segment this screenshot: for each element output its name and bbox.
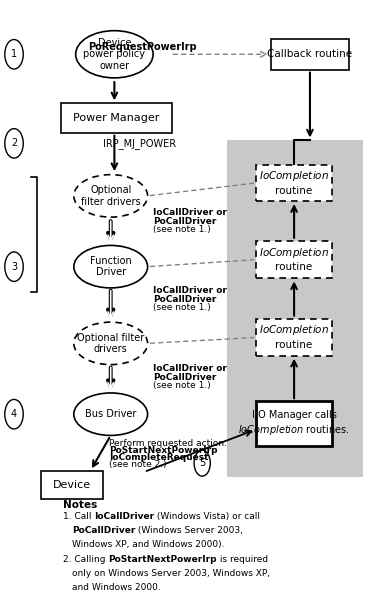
Text: (Windows Vista) or call: (Windows Vista) or call (154, 512, 260, 521)
FancyBboxPatch shape (61, 103, 172, 133)
Text: Windows XP, and Windows 2000).: Windows XP, and Windows 2000). (72, 540, 224, 549)
Text: routine: routine (276, 263, 313, 272)
Text: IoCallDriver or: IoCallDriver or (153, 208, 227, 217)
Text: (see note 2.): (see note 2.) (109, 460, 166, 470)
Text: Optional filter
drivers: Optional filter drivers (77, 333, 144, 354)
Text: 2: 2 (11, 139, 17, 148)
FancyBboxPatch shape (41, 471, 103, 499)
Text: only on Windows Server 2003, Windows XP,: only on Windows Server 2003, Windows XP, (72, 569, 270, 578)
FancyBboxPatch shape (256, 241, 332, 278)
FancyBboxPatch shape (256, 402, 332, 446)
Text: PoStartNextPowerIrp: PoStartNextPowerIrp (109, 446, 217, 455)
Text: IoCallDriver: IoCallDriver (94, 512, 154, 521)
Text: routine: routine (276, 186, 313, 195)
Text: Perform requested action.: Perform requested action. (109, 439, 227, 448)
Text: Device: Device (53, 480, 91, 490)
Text: is required: is required (217, 555, 268, 563)
Text: routine: routine (276, 340, 313, 350)
Ellipse shape (74, 175, 148, 217)
Ellipse shape (74, 393, 148, 435)
FancyBboxPatch shape (271, 39, 349, 70)
Text: 5: 5 (199, 458, 205, 468)
Ellipse shape (74, 245, 148, 288)
Text: (Windows Server 2003,: (Windows Server 2003, (135, 526, 243, 535)
Text: $\it{IoCompletion}$: $\it{IoCompletion}$ (259, 323, 329, 337)
FancyBboxPatch shape (256, 165, 332, 201)
Text: (see note 1.): (see note 1.) (153, 381, 211, 391)
Ellipse shape (74, 322, 148, 365)
Text: PoCallDriver: PoCallDriver (153, 217, 217, 226)
Text: IoCompleteRequest: IoCompleteRequest (109, 453, 208, 463)
Text: IRP_MJ_POWER: IRP_MJ_POWER (103, 138, 176, 149)
Text: Notes: Notes (63, 500, 97, 510)
FancyBboxPatch shape (227, 140, 363, 477)
Text: I/O Manager calls: I/O Manager calls (252, 411, 337, 420)
Text: PoStartNextPowerIrp: PoStartNextPowerIrp (108, 555, 217, 563)
Text: Power Manager: Power Manager (73, 113, 159, 123)
Text: $\it{IoCompletion}$ routines.: $\it{IoCompletion}$ routines. (238, 422, 350, 437)
Text: 4: 4 (11, 409, 17, 419)
Text: $\it{IoCompletion}$: $\it{IoCompletion}$ (259, 245, 329, 260)
Text: (see note 1.): (see note 1.) (153, 303, 211, 312)
Text: 3: 3 (11, 262, 17, 271)
Text: IoCallDriver or: IoCallDriver or (153, 364, 227, 373)
Text: IoCallDriver or: IoCallDriver or (153, 286, 227, 295)
Text: 1. Call: 1. Call (63, 512, 94, 521)
Text: Optional
filter drivers: Optional filter drivers (81, 185, 141, 206)
Text: Callback routine: Callback routine (268, 50, 352, 59)
Text: $\it{IoCompletion}$: $\it{IoCompletion}$ (259, 169, 329, 183)
Text: Bus Driver: Bus Driver (85, 409, 137, 419)
Text: 1: 1 (11, 50, 17, 59)
Text: PoRequestPowerIrp: PoRequestPowerIrp (88, 42, 196, 51)
Text: and Windows 2000.: and Windows 2000. (72, 583, 161, 590)
Text: PoCallDriver: PoCallDriver (72, 526, 135, 535)
Ellipse shape (76, 31, 153, 78)
FancyBboxPatch shape (256, 319, 332, 356)
Text: Function
Driver: Function Driver (90, 256, 132, 277)
Text: (see note 1.): (see note 1.) (153, 225, 211, 234)
Text: Device
power policy
owner: Device power policy owner (83, 38, 145, 71)
Text: 2. Calling: 2. Calling (63, 555, 108, 563)
Text: PoCallDriver: PoCallDriver (153, 373, 217, 382)
Text: PoCallDriver: PoCallDriver (153, 294, 217, 304)
